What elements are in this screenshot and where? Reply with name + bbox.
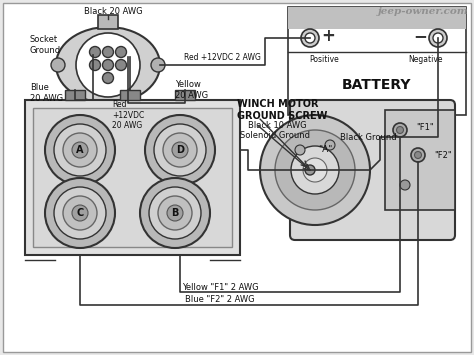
FancyBboxPatch shape xyxy=(288,7,466,115)
Circle shape xyxy=(90,60,100,71)
Circle shape xyxy=(72,205,88,221)
Circle shape xyxy=(303,158,327,182)
FancyBboxPatch shape xyxy=(25,100,240,255)
FancyBboxPatch shape xyxy=(288,7,466,29)
Text: −: − xyxy=(413,27,427,45)
FancyBboxPatch shape xyxy=(290,100,455,240)
Circle shape xyxy=(54,124,106,176)
Text: jeep-owner.com: jeep-owner.com xyxy=(377,7,468,16)
Text: A: A xyxy=(76,145,84,155)
FancyBboxPatch shape xyxy=(120,90,140,100)
Circle shape xyxy=(396,126,403,133)
Circle shape xyxy=(429,29,447,47)
Text: Black 20 AWG: Black 20 AWG xyxy=(84,6,142,16)
FancyBboxPatch shape xyxy=(3,3,471,352)
Text: Positive: Positive xyxy=(309,55,339,65)
Text: "F2": "F2" xyxy=(434,151,452,159)
Text: "F1": "F1" xyxy=(416,122,434,131)
Circle shape xyxy=(400,180,410,190)
Text: B: B xyxy=(171,208,179,218)
Circle shape xyxy=(325,140,335,150)
Circle shape xyxy=(260,115,370,225)
Text: Solenoid Ground: Solenoid Ground xyxy=(240,131,310,141)
Text: WINCH MOTOR
GROUND SCREW: WINCH MOTOR GROUND SCREW xyxy=(237,99,328,121)
Circle shape xyxy=(154,124,206,176)
Circle shape xyxy=(90,47,100,58)
Text: Socket
Ground: Socket Ground xyxy=(30,35,61,55)
Text: D: D xyxy=(176,145,184,155)
Text: Black 10 AWG: Black 10 AWG xyxy=(248,120,307,130)
Circle shape xyxy=(45,115,115,185)
Text: Yellow "F1" 2 AWG: Yellow "F1" 2 AWG xyxy=(182,283,258,291)
Circle shape xyxy=(172,142,188,158)
Text: Red
+12VDC
20 AWG: Red +12VDC 20 AWG xyxy=(112,100,144,130)
Circle shape xyxy=(149,187,201,239)
FancyBboxPatch shape xyxy=(65,90,85,100)
Circle shape xyxy=(414,152,421,158)
Circle shape xyxy=(116,47,127,58)
Circle shape xyxy=(158,196,192,230)
Text: Blue "F2" 2 AWG: Blue "F2" 2 AWG xyxy=(185,295,255,305)
Circle shape xyxy=(102,60,113,71)
Circle shape xyxy=(116,60,127,71)
Circle shape xyxy=(411,148,425,162)
FancyBboxPatch shape xyxy=(98,15,118,29)
Circle shape xyxy=(51,58,65,72)
Circle shape xyxy=(305,165,315,175)
Circle shape xyxy=(393,123,407,137)
Circle shape xyxy=(301,29,319,47)
Circle shape xyxy=(291,146,339,194)
FancyBboxPatch shape xyxy=(33,108,232,247)
Circle shape xyxy=(433,33,443,43)
Circle shape xyxy=(151,58,165,72)
Circle shape xyxy=(102,47,113,58)
Circle shape xyxy=(295,145,305,155)
Circle shape xyxy=(63,133,97,167)
Text: Red +12VDC 2 AWG: Red +12VDC 2 AWG xyxy=(183,53,260,61)
Circle shape xyxy=(102,72,113,83)
Text: Negative: Negative xyxy=(409,55,443,65)
Circle shape xyxy=(63,196,97,230)
Text: Yellow
20 AWG: Yellow 20 AWG xyxy=(175,80,208,100)
FancyBboxPatch shape xyxy=(175,90,195,100)
Text: C: C xyxy=(76,208,83,218)
Circle shape xyxy=(275,130,355,210)
Circle shape xyxy=(54,187,106,239)
Ellipse shape xyxy=(56,27,160,103)
Text: +: + xyxy=(321,27,335,45)
Text: Blue
20 AWG: Blue 20 AWG xyxy=(30,83,63,103)
Circle shape xyxy=(45,178,115,248)
Circle shape xyxy=(76,33,140,97)
Circle shape xyxy=(145,115,215,185)
Circle shape xyxy=(305,33,315,43)
Circle shape xyxy=(163,133,197,167)
Text: "A": "A" xyxy=(318,146,332,154)
Text: BATTERY: BATTERY xyxy=(342,78,412,92)
FancyBboxPatch shape xyxy=(385,110,455,210)
Circle shape xyxy=(167,205,183,221)
Text: Black Ground: Black Ground xyxy=(340,132,397,142)
Circle shape xyxy=(140,178,210,248)
Circle shape xyxy=(72,142,88,158)
